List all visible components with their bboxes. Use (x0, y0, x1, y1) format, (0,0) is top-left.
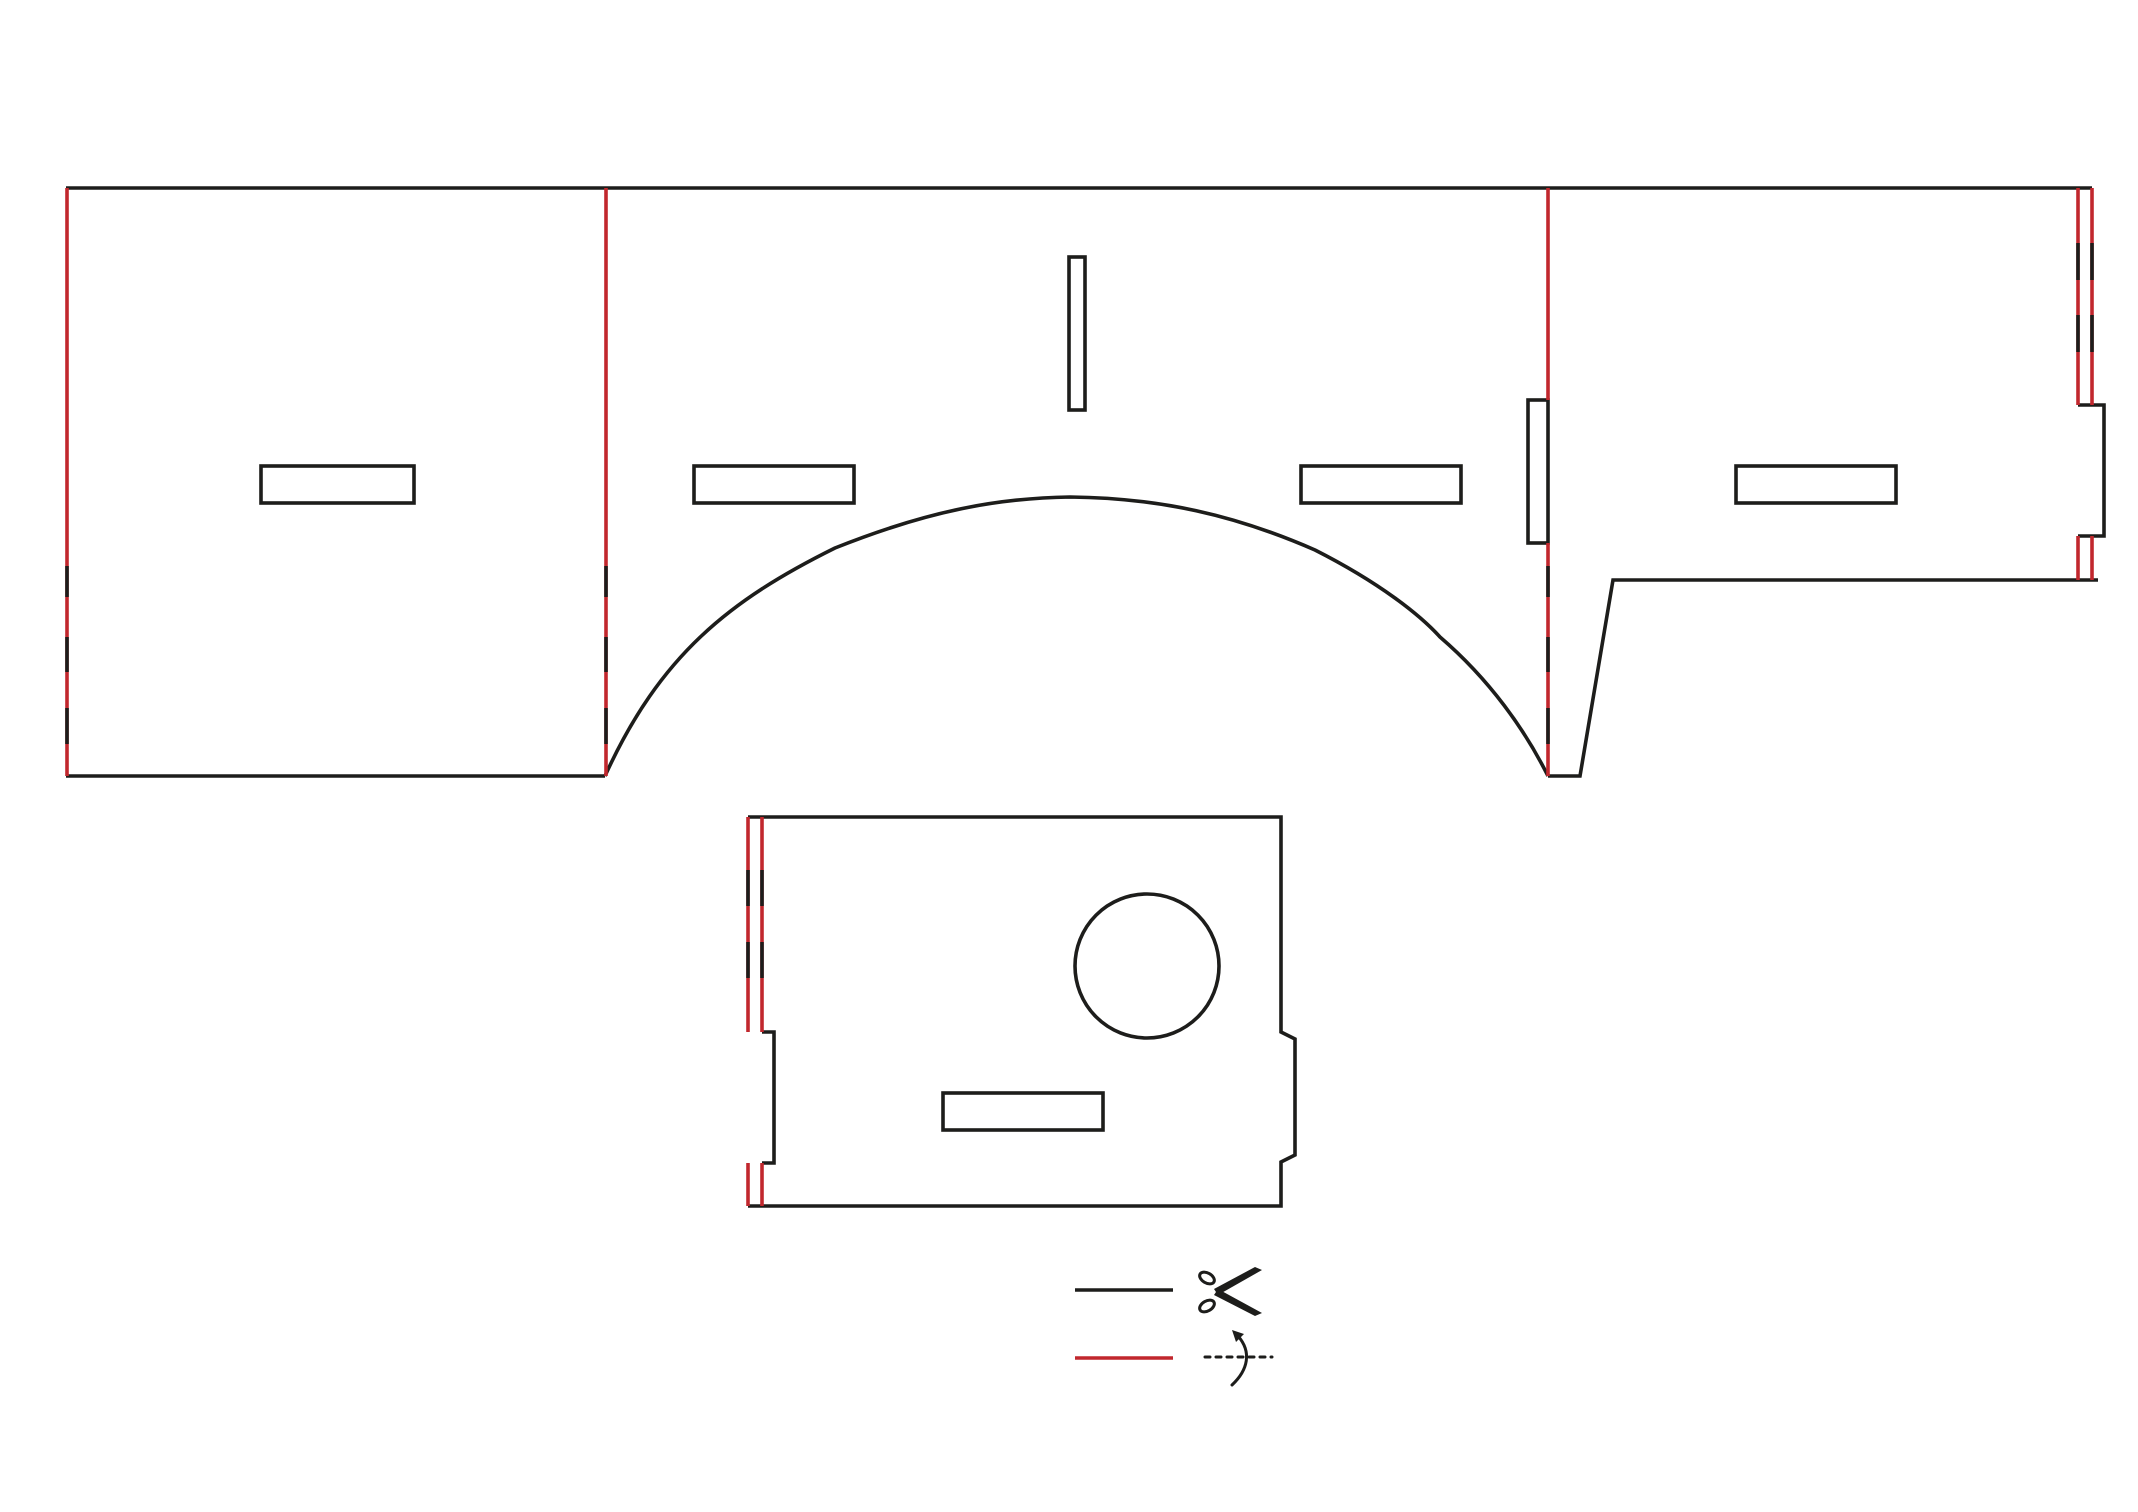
slot-vertical-fold (1526, 398, 1550, 545)
side-piece-round-hole (1073, 892, 1221, 1040)
slot-middle-right (1299, 464, 1463, 505)
side-piece-outline (748, 815, 1297, 1208)
fold-line-right-end-lower (2076, 536, 2094, 580)
slot-vertical-top (1067, 255, 1087, 412)
slot-left-panel (259, 464, 416, 505)
fold-arrow-icon (1203, 1330, 1274, 1387)
fold-line-side-piece-lower (746, 1163, 764, 1206)
legend (1075, 1267, 1274, 1387)
slot-middle-left (692, 464, 856, 505)
right-section-bottom-edge (1548, 578, 2098, 778)
right-end-tab (2078, 403, 2106, 538)
side-piece (746, 815, 1297, 1208)
slot-right-panel (1734, 464, 1898, 505)
arch-cutout-edge (603, 495, 1550, 777)
fold-line-side-piece-upper (746, 817, 764, 1032)
side-piece-left-tab (762, 1030, 776, 1165)
fold-line-right-end-upper (2076, 188, 2094, 405)
side-piece-slot (941, 1091, 1105, 1132)
scissors-icon (1198, 1267, 1262, 1316)
main-strip (65, 186, 2106, 778)
